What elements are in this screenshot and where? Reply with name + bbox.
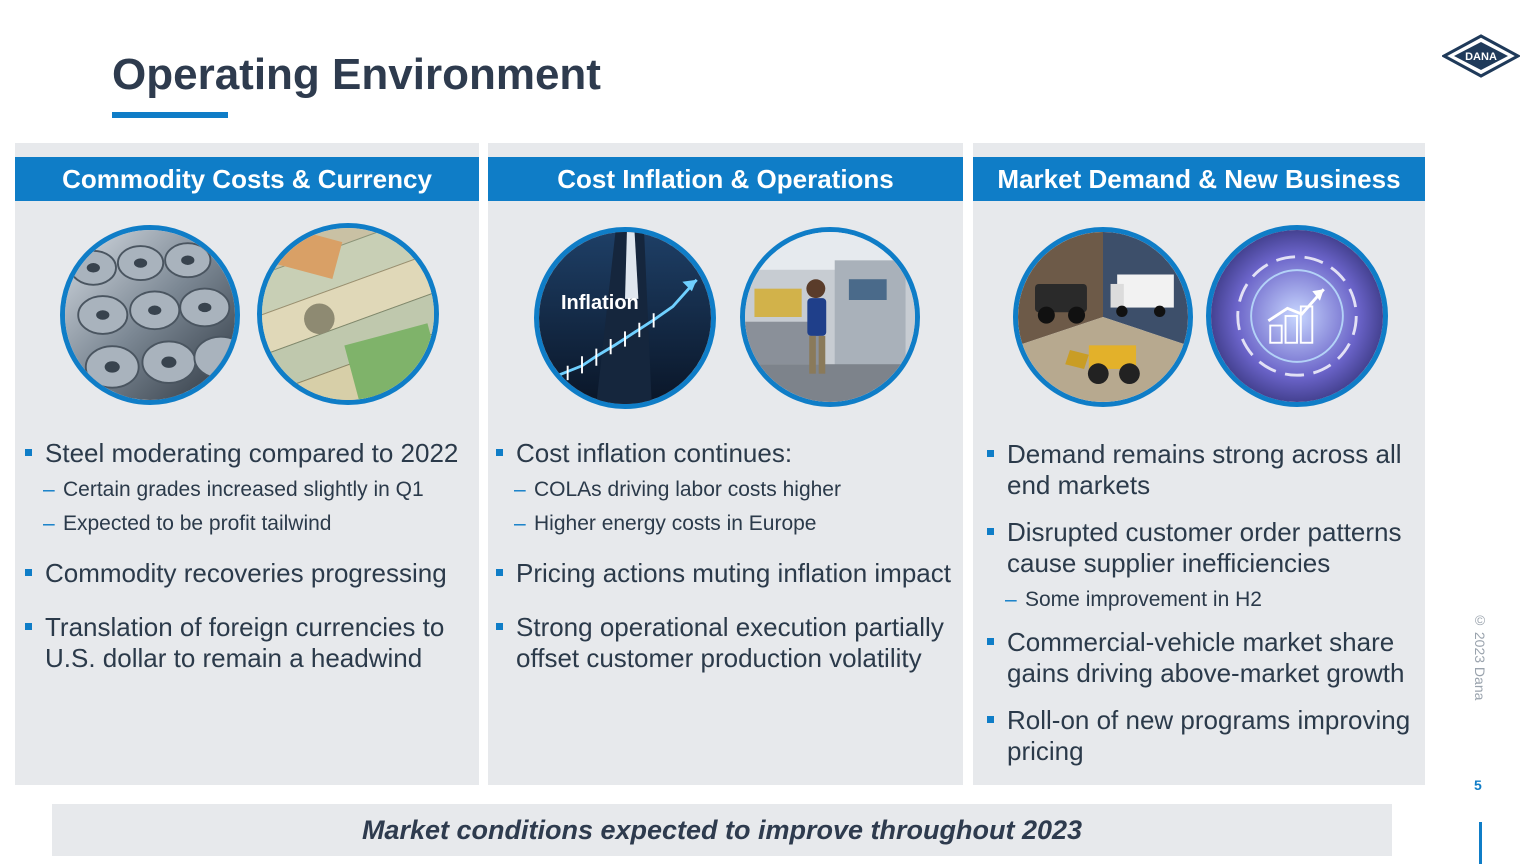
- list-item: Translation of foreign currencies to U.S…: [25, 612, 475, 674]
- commodity-bullet-list: Steel moderating compared to 2022 Certai…: [25, 438, 475, 697]
- growth-digital-image: [1206, 225, 1388, 407]
- footer-takeaway: Market conditions expected to improve th…: [52, 804, 1392, 856]
- title-underline: [112, 112, 228, 118]
- dana-logo: DANA: [1440, 34, 1522, 78]
- list-subitem: Expected to be profit tailwind: [25, 507, 475, 541]
- panel-header: Commodity Costs & Currency: [15, 157, 479, 201]
- panel-header: Cost Inflation & Operations: [488, 157, 963, 201]
- list-item: Demand remains strong across all end mar…: [987, 439, 1423, 501]
- list-item: Commodity recoveries progressing: [25, 558, 475, 589]
- inflation-chart-image: Inflation: [534, 227, 716, 409]
- market-bullet-list: Demand remains strong across all end mar…: [987, 439, 1423, 790]
- list-item: Disrupted customer order patterns cause …: [987, 517, 1423, 579]
- factory-worker-image: [740, 227, 920, 407]
- list-item: Pricing actions muting inflation impact: [496, 558, 961, 589]
- list-subitem: Some improvement in H2: [987, 583, 1423, 617]
- list-subitem: Higher energy costs in Europe: [496, 507, 961, 541]
- copyright-notice: © 2023 Dana: [1472, 612, 1488, 701]
- list-subitem: COLAs driving labor costs higher: [496, 473, 961, 507]
- list-item: Roll-on of new programs improving pricin…: [987, 705, 1423, 767]
- list-item: Cost inflation continues:: [496, 438, 961, 469]
- inflation-caption: Inflation: [561, 292, 639, 314]
- page-number: 5: [1474, 777, 1482, 793]
- svg-text:DANA: DANA: [1465, 51, 1497, 63]
- currency-banknotes-image: [257, 223, 439, 405]
- steel-coils-image: [60, 225, 240, 405]
- list-item: Steel moderating compared to 2022: [25, 438, 475, 469]
- page-number-rule: [1479, 822, 1482, 864]
- list-item: Commercial-vehicle market share gains dr…: [987, 627, 1423, 689]
- panel-header: Market Demand & New Business: [973, 157, 1425, 201]
- inflation-bullet-list: Cost inflation continues: COLAs driving …: [496, 438, 961, 697]
- page-title: Operating Environment: [112, 50, 601, 99]
- panel-market-demand: Market Demand & New Business: [973, 143, 1425, 785]
- vehicles-collage-image: [1013, 227, 1193, 407]
- panel-cost-inflation: Cost Inflation & Operations Inflation: [488, 143, 963, 785]
- panel-commodity-costs: Commodity Costs & Currency: [15, 143, 479, 785]
- list-item: Strong operational execution partially o…: [496, 612, 961, 674]
- list-subitem: Certain grades increased slightly in Q1: [25, 473, 475, 507]
